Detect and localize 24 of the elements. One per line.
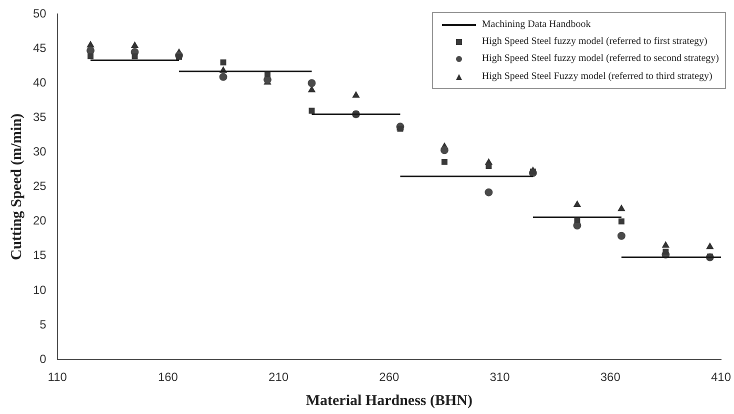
y-tick-label: 25	[32, 179, 47, 194]
legend-label: Machining Data Handbook	[482, 19, 591, 30]
x-tick-label: 210	[268, 370, 289, 384]
x-tick-label: 410	[710, 370, 732, 384]
legend-label: High Speed Steel fuzzy model (referred to first strategy)	[482, 36, 708, 48]
y-tick-label: 10	[32, 282, 47, 297]
x-tick-label: 360	[600, 370, 621, 384]
x-tick-label: 260	[379, 370, 400, 384]
y-tick-label: 35	[32, 110, 47, 124]
y-tick-label: 20	[32, 214, 47, 228]
y-tick-label: 5	[40, 317, 47, 332]
y-tick-label: 15	[32, 248, 47, 262]
x-tick-label: 310	[490, 370, 510, 384]
legend-label: High Speed Steel fuzzy model (referred to second strategy)	[482, 53, 719, 64]
y-tick-label: 45	[32, 40, 47, 55]
x-tick-label: 110	[48, 370, 68, 384]
y-tick-label: 0	[40, 352, 47, 366]
y-axis-title: Cutting Speed (m/min)	[8, 113, 25, 260]
legend-label: High Speed Steel Fuzzy model (referred to third strategy)	[482, 70, 712, 82]
x-tick-label: 160	[158, 370, 178, 384]
y-tick-label: 50	[32, 6, 47, 20]
x-axis-title: Material Hardness (BHN)	[306, 392, 472, 409]
y-tick-label: 30	[32, 144, 47, 159]
y-tick-label: 40	[32, 75, 47, 90]
